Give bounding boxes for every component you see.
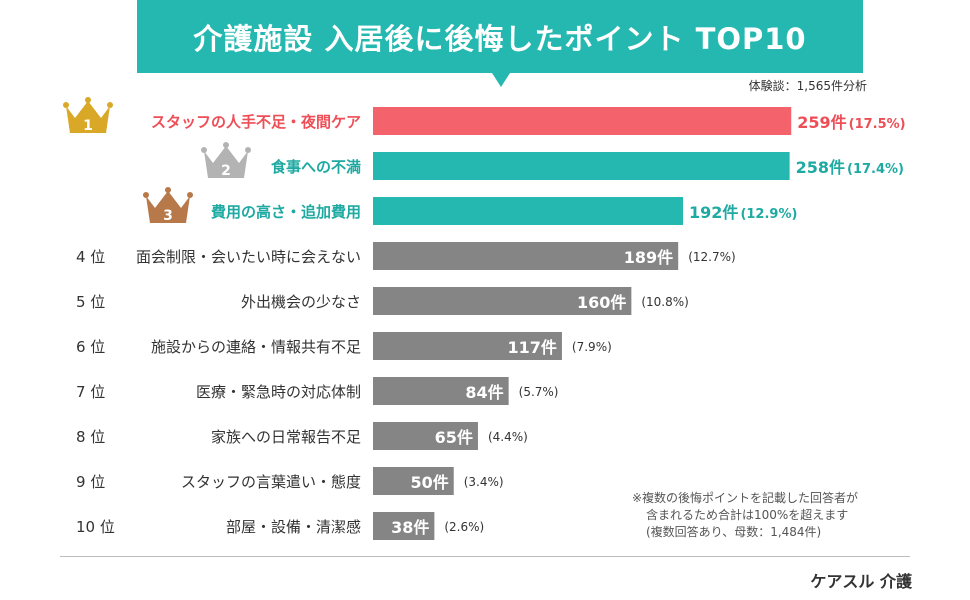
bar bbox=[373, 332, 562, 360]
value-percent: (2.6%) bbox=[444, 520, 484, 534]
category-label: 部屋・設備・清潔感 bbox=[226, 518, 361, 536]
title-pointer bbox=[492, 73, 510, 87]
value-count: 38件 bbox=[391, 518, 429, 537]
crown-icon-jewel bbox=[63, 102, 69, 108]
value-count: 117件 bbox=[508, 338, 557, 357]
rank-number: 3 bbox=[163, 208, 173, 224]
category-label: 家族への日常報告不足 bbox=[211, 428, 361, 446]
category-label: 食事への不満 bbox=[271, 158, 361, 176]
value-percent: (4.4%) bbox=[488, 430, 528, 444]
crown-icon-jewel bbox=[165, 187, 171, 193]
value-percent: (7.9%) bbox=[572, 340, 612, 354]
value-percent: (12.7%) bbox=[688, 250, 735, 264]
sample-size-note: 体験談：1,565件分析 bbox=[748, 79, 867, 93]
value-count: 259件 bbox=[797, 113, 846, 132]
category-label: 費用の高さ・追加費用 bbox=[211, 203, 361, 221]
crown-icon bbox=[146, 191, 190, 223]
rank-label: 4 位 bbox=[76, 248, 105, 266]
value-percent: (10.8%) bbox=[641, 295, 688, 309]
value-count: 192件 bbox=[689, 203, 738, 222]
crown-icon bbox=[66, 101, 110, 133]
value-label: 259件 (17.5%) bbox=[797, 113, 905, 132]
value-count: 65件 bbox=[435, 428, 473, 447]
value-count: 189件 bbox=[624, 248, 673, 267]
value-percent: (17.4%) bbox=[847, 162, 904, 177]
bar bbox=[373, 152, 790, 180]
value-count: 84件 bbox=[465, 383, 503, 402]
footnote: ※複数の後悔ポイントを記載した回答者が 含まれるため合計は100%を超えます (… bbox=[632, 490, 858, 541]
bar bbox=[373, 287, 632, 315]
category-label: 医療・緊急時の対応体制 bbox=[196, 383, 361, 401]
value-label: 192件 (12.9%) bbox=[689, 203, 797, 222]
bar bbox=[373, 422, 478, 450]
rank-label: 6 位 bbox=[76, 338, 105, 356]
value-count: 160件 bbox=[577, 293, 626, 312]
value-percent: (12.9%) bbox=[740, 207, 797, 222]
category-label: 面会制限・会いたい時に会えない bbox=[136, 248, 361, 266]
value-label: 258件 (17.4%) bbox=[796, 158, 904, 177]
rank-number: 2 bbox=[221, 163, 231, 179]
crown-icon-jewel bbox=[223, 142, 229, 148]
value-percent: (5.7%) bbox=[519, 385, 559, 399]
category-label: スタッフの人手不足・夜間ケア bbox=[151, 113, 361, 131]
footnote-line: ※複数の後悔ポイントを記載した回答者が bbox=[632, 491, 859, 505]
rank-label: 7 位 bbox=[76, 383, 105, 401]
bar bbox=[373, 107, 792, 135]
crown-icon-jewel bbox=[245, 147, 251, 153]
rank-number: 1 bbox=[83, 118, 93, 134]
chart-title: 介護施設 入居後に後悔したポイント TOP10 bbox=[137, 0, 863, 73]
bar bbox=[373, 467, 454, 495]
category-label: 施設からの連絡・情報共有不足 bbox=[151, 338, 361, 356]
value-count: 258件 bbox=[796, 158, 845, 177]
value-count: 50件 bbox=[410, 473, 448, 492]
crown-icon bbox=[204, 146, 248, 178]
crown-icon-jewel bbox=[187, 192, 193, 198]
category-label: スタッフの言葉遣い・態度 bbox=[181, 473, 361, 491]
value-percent: (17.5%) bbox=[849, 117, 906, 132]
footnote-line: (複数回答あり、母数：1,484件) bbox=[646, 525, 822, 539]
category-label: 外出機会の少なさ bbox=[241, 293, 361, 311]
rank-label: 9 位 bbox=[76, 473, 105, 491]
rank-label: 5 位 bbox=[76, 293, 105, 311]
bar bbox=[373, 242, 679, 270]
footnote-line: 含まれるため合計は100%を超えます bbox=[646, 508, 849, 522]
rank-label: 8 位 bbox=[76, 428, 105, 446]
divider bbox=[60, 556, 910, 557]
brand-logo-text: ケアスル 介護 bbox=[810, 572, 912, 591]
rank-label: 10 位 bbox=[76, 518, 115, 536]
crown-icon-jewel bbox=[107, 102, 113, 108]
crown-icon-jewel bbox=[85, 97, 91, 103]
bar bbox=[373, 197, 684, 225]
crown-icon-jewel bbox=[201, 147, 207, 153]
value-percent: (3.4%) bbox=[464, 475, 504, 489]
crown-icon-jewel bbox=[143, 192, 149, 198]
bar bbox=[373, 512, 435, 540]
bar bbox=[373, 377, 509, 405]
